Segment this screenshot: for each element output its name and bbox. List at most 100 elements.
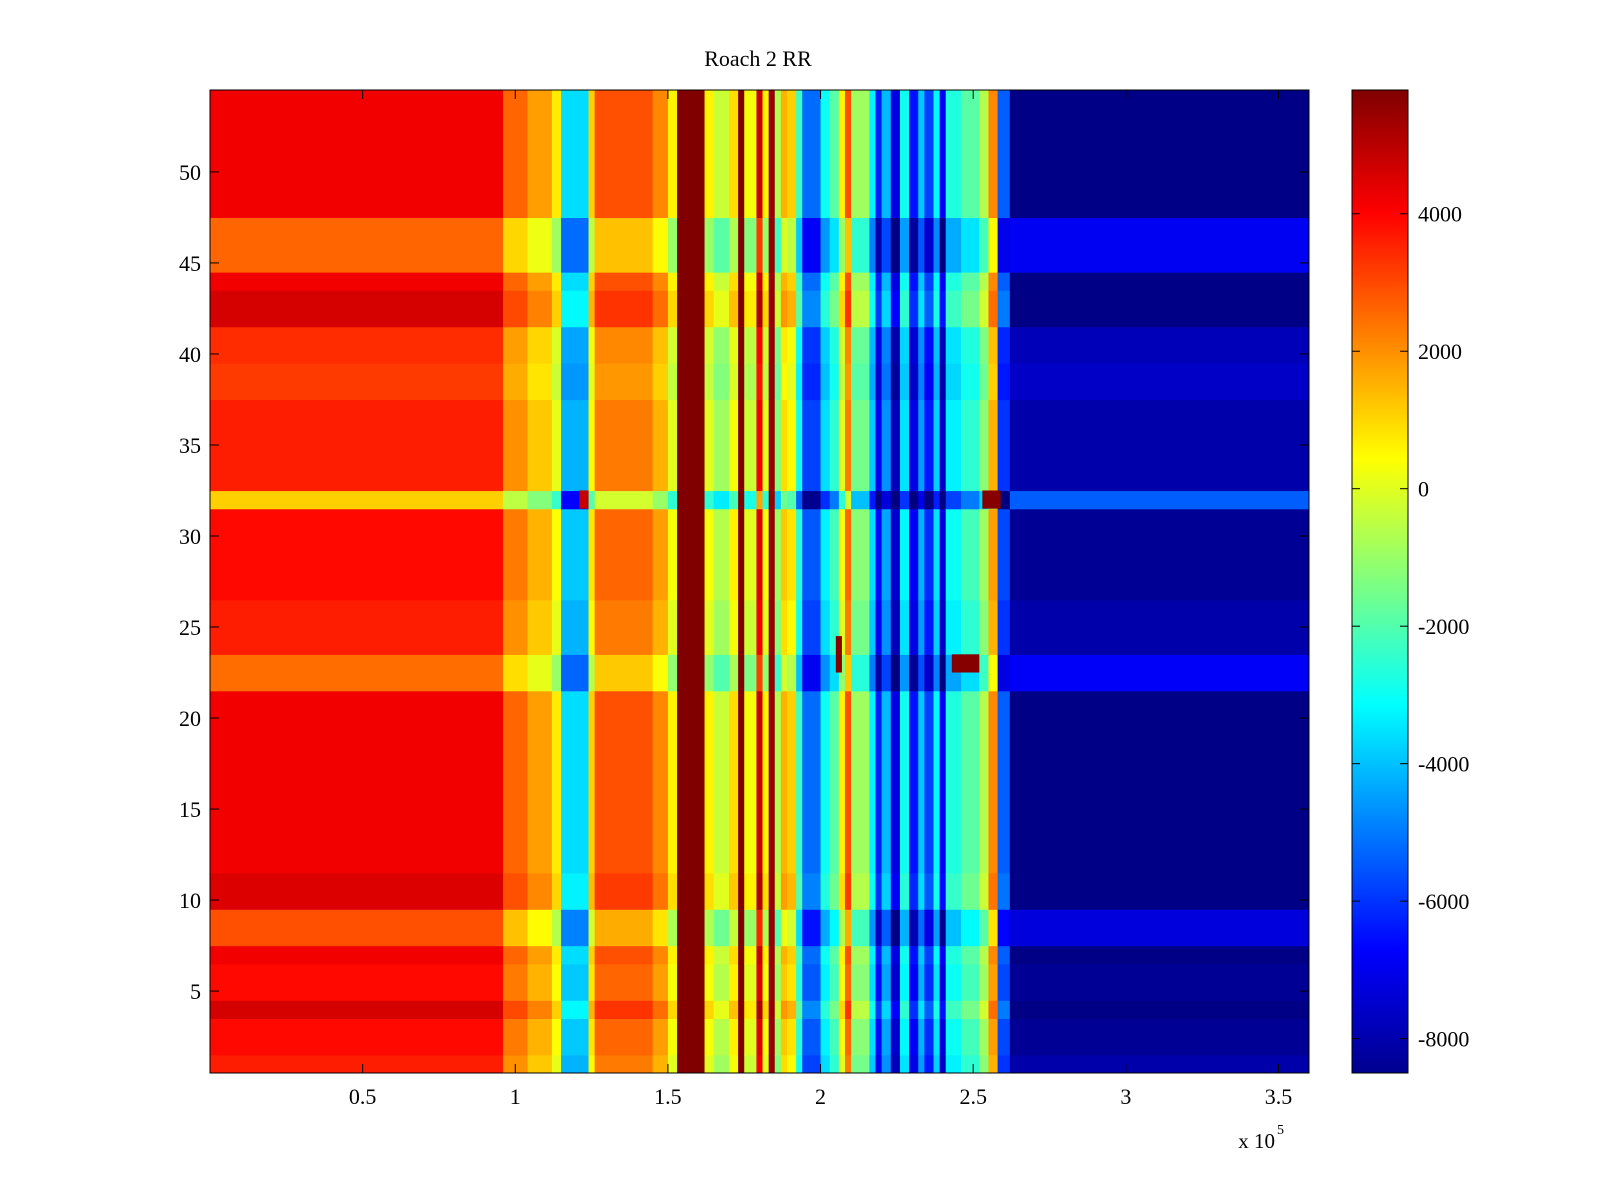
heatmap-cell xyxy=(829,90,840,219)
heatmap-cell xyxy=(713,599,730,655)
heatmap-cell xyxy=(210,1054,504,1073)
heatmap-cell xyxy=(838,690,846,874)
heatmap-cell xyxy=(829,963,840,1001)
heatmap-cell xyxy=(960,363,980,401)
heatmap-cell xyxy=(909,1018,919,1056)
heatmap-cell xyxy=(939,272,947,291)
y-tick-label: 45 xyxy=(179,251,201,276)
heatmap-cell xyxy=(588,490,596,510)
heatmap-cell xyxy=(988,1000,999,1019)
heatmap-cell xyxy=(924,945,935,965)
heatmap-cell xyxy=(939,1054,947,1073)
heatmap-cell xyxy=(939,326,947,364)
heatmap-cell xyxy=(838,945,846,965)
heatmap-cell xyxy=(988,963,999,1001)
heatmap-cell xyxy=(561,90,590,219)
heatmap-cell xyxy=(210,1018,504,1056)
heatmap-cell xyxy=(924,490,935,510)
heatmap-cell xyxy=(738,1018,745,1056)
heatmap-cell xyxy=(890,508,901,601)
heatmap-cell xyxy=(796,654,803,692)
heatmap-cell xyxy=(210,399,504,492)
heatmap-cell xyxy=(844,326,852,364)
heatmap-cell xyxy=(588,399,596,492)
heatmap-cell xyxy=(979,363,990,401)
heatmap-cell xyxy=(728,1000,739,1019)
heatmap-cell xyxy=(820,399,831,492)
heatmap-cell xyxy=(588,290,596,328)
y-tick-label: 35 xyxy=(179,433,201,458)
heatmap-cell xyxy=(796,945,803,965)
heatmap-cell xyxy=(588,363,596,401)
heatmap-cell xyxy=(527,90,553,219)
heatmap-cell xyxy=(551,1000,562,1019)
heatmap-cell xyxy=(594,945,654,965)
heatmap-cell xyxy=(738,508,745,601)
heatmap-cell xyxy=(875,290,883,328)
y-tick-label: 15 xyxy=(179,797,201,822)
heatmap-cell xyxy=(594,1000,654,1019)
heatmap-cell xyxy=(802,290,822,328)
heatmap-cell xyxy=(875,654,883,692)
heatmap-cell xyxy=(869,1054,877,1073)
heatmap-cell xyxy=(844,599,852,655)
heatmap-cell xyxy=(762,490,770,510)
heatmap-cell xyxy=(933,490,941,510)
heatmap-cell xyxy=(713,1018,730,1056)
heatmap-cell xyxy=(704,290,715,328)
heatmap-cell xyxy=(677,363,706,401)
heatmap-cell xyxy=(881,909,892,947)
heatmap-cell xyxy=(652,654,669,692)
heatmap-cell xyxy=(677,909,706,947)
heatmap-cell xyxy=(820,963,831,1001)
heatmap-cell xyxy=(796,326,803,364)
heatmap-cell xyxy=(551,963,562,1001)
heatmap-cell xyxy=(551,90,562,219)
heatmap-cell xyxy=(851,326,870,364)
heatmap-cell xyxy=(829,872,840,910)
heatmap-cell xyxy=(551,217,562,273)
heatmap-cell xyxy=(918,90,925,219)
heatmap-cell xyxy=(988,363,999,401)
heatmap-cell xyxy=(677,399,706,492)
heatmap-cell xyxy=(667,1054,678,1073)
heatmap-cell xyxy=(1009,909,1309,947)
heatmap-cell xyxy=(890,1000,901,1019)
heatmap-cell xyxy=(875,963,883,1001)
y-tick-label: 40 xyxy=(179,342,201,367)
heatmap-cell xyxy=(652,1000,669,1019)
heatmap-cell xyxy=(762,399,770,492)
heatmap-cell xyxy=(890,1054,901,1073)
heatmap-cell xyxy=(924,872,935,910)
heatmap-cell xyxy=(939,1018,947,1056)
heatmap-cell xyxy=(890,490,901,510)
heatmap-cell xyxy=(780,363,788,401)
heatmap-cell xyxy=(979,508,990,601)
heatmap-cell xyxy=(768,326,776,364)
heatmap-cell xyxy=(503,690,529,874)
colorbar-tick-label: -4000 xyxy=(1418,752,1469,777)
heatmap-cell xyxy=(829,399,840,492)
chart-title: Roach 2 RR xyxy=(704,46,812,71)
colorbar-tick-label: -8000 xyxy=(1418,1027,1469,1052)
heatmap-cell xyxy=(667,872,678,910)
heatmap-cell xyxy=(933,690,941,874)
heatmap-cell xyxy=(652,508,669,601)
heatmap-cell xyxy=(756,599,764,655)
heatmap-cell xyxy=(561,945,590,965)
heatmap-cell xyxy=(728,272,739,291)
heatmap-cell xyxy=(979,90,990,219)
heatmap-cell xyxy=(933,654,941,692)
heatmap-cell xyxy=(588,1018,596,1056)
heatmap-cell xyxy=(594,909,654,947)
heatmap-cell xyxy=(796,490,803,510)
heatmap-cell xyxy=(756,1018,764,1056)
heatmap-cell xyxy=(667,490,678,510)
heatmap-cell xyxy=(744,272,758,291)
heatmap-cell xyxy=(652,90,669,219)
heatmap-cell xyxy=(210,490,504,510)
heatmap-cell xyxy=(594,963,654,1001)
heatmap-cell xyxy=(881,945,892,965)
heatmap-cell xyxy=(851,963,870,1001)
